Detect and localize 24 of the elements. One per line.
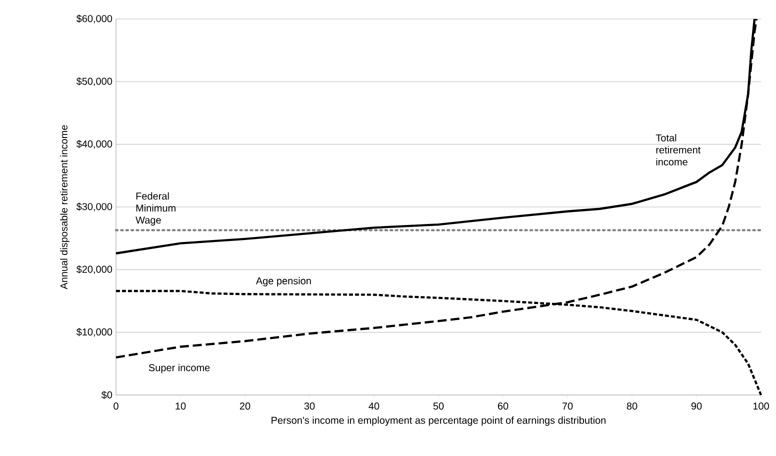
x-axis-title: Person's income in employment as percentage point of earnings distribution [272,416,606,426]
x-tick-label: 90 [691,402,702,410]
y-tick-label: $40,000 [76,140,112,149]
x-tick-label: 0 [114,402,118,410]
y-tick-label: $20,000 [76,265,112,274]
series-label: Age pension [256,277,311,286]
x-tick-label: 40 [368,402,380,410]
x-tick-label: 60 [498,402,508,410]
x-tick-label: 20 [240,402,250,410]
x-tick-label: 10 [176,402,186,410]
series-label: Super income [148,364,210,374]
y-tick-label: $10,000 [76,328,112,337]
x-tick-label: 100 [753,402,769,410]
x-tick-label: 50 [433,402,444,410]
x-tick-label: 70 [562,402,573,410]
y-tick-label: $60,000 [76,14,112,24]
y-axis-title: Annual disposable retirement income [60,125,70,290]
y-tick-label: $0 [101,390,112,400]
ref-line-label: Federal Minimum Wage [136,192,176,226]
y-tick-label: $30,000 [76,202,112,212]
x-tick-label: 30 [304,402,315,410]
x-tick-label: 80 [626,402,638,410]
y-tick-label: $50,000 [76,77,112,86]
series-label: Total retirement income [656,134,701,166]
